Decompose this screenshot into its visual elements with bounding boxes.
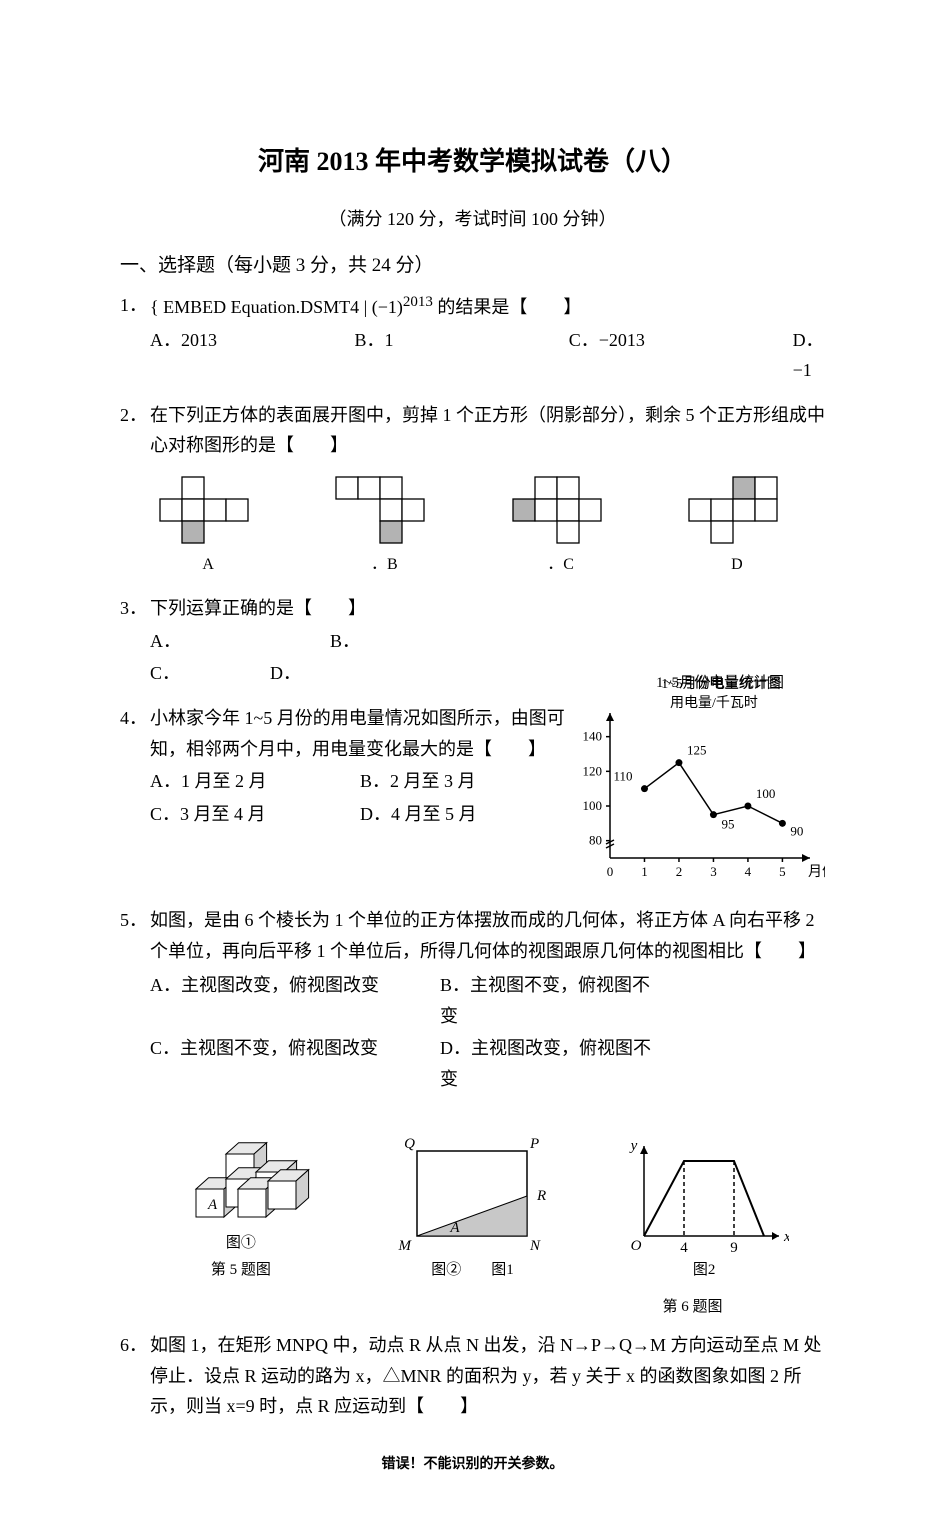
svg-text:y: y — [629, 1138, 638, 1154]
q1-opt-a: A．2013 — [150, 325, 305, 386]
q1-suffix: 的结果是【 】 — [437, 297, 581, 317]
svg-text:R: R — [536, 1188, 546, 1204]
q2-label-d: D — [687, 551, 787, 578]
svg-text:100: 100 — [583, 798, 603, 813]
q6-fig2-label: 图② — [431, 1262, 461, 1278]
svg-text:1~5月份电量统计图: 1~5月份电量统计图 — [661, 676, 781, 692]
q6-caption: 第 6 题图 — [223, 1295, 723, 1321]
q1-opt-b: B．1 — [355, 325, 519, 386]
svg-text:80: 80 — [589, 833, 602, 848]
svg-text:Q: Q — [405, 1136, 416, 1152]
q3-text: 下列运算正确的是【 】 — [150, 598, 366, 618]
question-number: 3． — [120, 593, 150, 689]
svg-text:95: 95 — [721, 817, 734, 832]
svg-text:月份: 月份 — [808, 864, 825, 880]
page-title: 河南 2013 年中考数学模拟试卷（八） — [120, 140, 825, 184]
section-1-header: 一、选择题（每小题 3 分，共 24 分） — [120, 250, 825, 282]
net-b-icon — [334, 475, 434, 547]
svg-text:0: 0 — [607, 864, 614, 879]
q1-opt-c: C．−2013 — [569, 325, 743, 386]
q1-exp: 2013 — [403, 294, 433, 310]
svg-text:A: A — [207, 1197, 218, 1213]
q5-text: 如图，是由 6 个棱长为 1 个单位的正方体摆放而成的几何体，将正方体 A 向右… — [150, 910, 816, 961]
svg-text:100: 100 — [756, 786, 776, 801]
svg-text:4: 4 — [680, 1240, 688, 1256]
question-number: 6． — [120, 1330, 150, 1422]
svg-text:2: 2 — [676, 864, 683, 879]
footer-error: 错误！不能识别的开关参数。 — [120, 1452, 825, 1476]
q5-opt-d: D．主视图改变，俯视图不变 — [440, 1033, 660, 1094]
q2-nets-row: A ．B ．C D — [120, 475, 825, 578]
q3-opt-a: A． — [150, 626, 280, 657]
svg-text:110: 110 — [613, 769, 632, 784]
svg-text:90: 90 — [790, 823, 803, 838]
q5-fig-sub: 图① — [156, 1231, 326, 1257]
q6-fig2b-label: 图2 — [619, 1258, 789, 1284]
question-number: 5． — [120, 905, 150, 1095]
q4-opt-d: D．4 月至 5 月 — [360, 799, 570, 830]
question-number: 4． — [120, 703, 150, 829]
rect-figure-icon: Q P M N R A — [397, 1136, 547, 1256]
svg-text:x: x — [783, 1229, 789, 1245]
svg-text:1: 1 — [641, 864, 648, 879]
svg-text:3: 3 — [710, 864, 717, 879]
q6-text: 如图 1，在矩形 MNPQ 中，动点 R 从点 N 出发，沿 N→P→Q→M 方… — [150, 1335, 822, 1416]
svg-text:用电量/千瓦时: 用电量/千瓦时 — [670, 695, 758, 711]
q5-opt-a: A．主视图改变，俯视图改变 — [150, 970, 440, 1031]
q1-expr: (−1) — [372, 297, 403, 317]
question-number: 1． — [120, 290, 150, 386]
q2-label-a: A — [158, 551, 258, 578]
question-1: 1． { EMBED Equation.DSMT4 | (−1)2013 的结果… — [120, 290, 825, 386]
question-5: 5． 如图，是由 6 个棱长为 1 个单位的正方体摆放而成的几何体，将正方体 A… — [120, 905, 825, 1095]
svg-text:9: 9 — [730, 1240, 738, 1256]
question-4: 4． 小林家今年 1~5 月份的用电量情况如图所示，由图可知，相邻两个月中，用电… — [120, 703, 555, 829]
svg-text:A: A — [450, 1220, 461, 1236]
q5-opt-c: C．主视图不变，俯视图改变 — [150, 1033, 440, 1094]
figs-row: A 图① 第 5 题图 Q P M N R A 图② 图1 Ox y 4 9 图2 — [120, 1109, 825, 1284]
q6-fig1-label: 图1 — [491, 1262, 514, 1278]
graph-figure-icon: Ox y 4 9 — [619, 1136, 789, 1256]
svg-text:M: M — [398, 1238, 413, 1254]
svg-text:140: 140 — [583, 729, 603, 744]
q1-opt-d: D．−1 — [793, 325, 841, 386]
svg-text:5: 5 — [779, 864, 786, 879]
q4-text: 小林家今年 1~5 月份的用电量情况如图所示，由图可知，相邻两个月中，用电量变化… — [150, 708, 565, 759]
net-c-icon — [511, 475, 611, 547]
q4-opt-c: C．3 月至 4 月 — [150, 799, 360, 830]
question-6: 6． 如图 1，在矩形 MNPQ 中，动点 R 从点 N 出发，沿 N→P→Q→… — [120, 1330, 825, 1422]
q2-text: 在下列正方体的表面展开图中，剪掉 1 个正方形（阴影部分），剩余 5 个正方形组… — [150, 405, 825, 456]
q1-prefix: { EMBED Equation.DSMT4 | — [150, 297, 367, 317]
svg-text:120: 120 — [583, 763, 603, 778]
q5-fig-label: 第 5 题图 — [156, 1258, 326, 1284]
question-2: 2． 在下列正方体的表面展开图中，剪掉 1 个正方形（阴影部分），剩余 5 个正… — [120, 400, 825, 461]
page-subtitle: （满分 120 分，考试时间 100 分钟） — [120, 204, 825, 235]
q4-opt-a: A．1 月至 2 月 — [150, 766, 360, 797]
svg-text:N: N — [529, 1238, 541, 1254]
cubes-figure-icon: A — [156, 1109, 326, 1229]
svg-text:4: 4 — [745, 864, 752, 879]
net-d-icon — [687, 475, 787, 547]
q2-label-c: ．C — [511, 551, 611, 578]
q2-label-b: ．B — [334, 551, 434, 578]
q3-opt-c: C． — [150, 658, 220, 689]
q5-opt-b: B．主视图不变，俯视图不变 — [440, 970, 660, 1031]
svg-text:O: O — [631, 1238, 642, 1254]
q4-opt-b: B．2 月至 3 月 — [360, 766, 570, 797]
q3-opt-d: D． — [270, 658, 301, 689]
net-a-icon — [158, 475, 258, 547]
q3-opt-b: B． — [330, 626, 360, 657]
question-number: 2． — [120, 400, 150, 461]
electricity-chart: 1~5月份电量统计图1~5月份电量统计图用电量/千瓦时012345月份80100… — [565, 673, 825, 893]
svg-text:P: P — [529, 1136, 539, 1152]
svg-text:125: 125 — [687, 743, 707, 758]
